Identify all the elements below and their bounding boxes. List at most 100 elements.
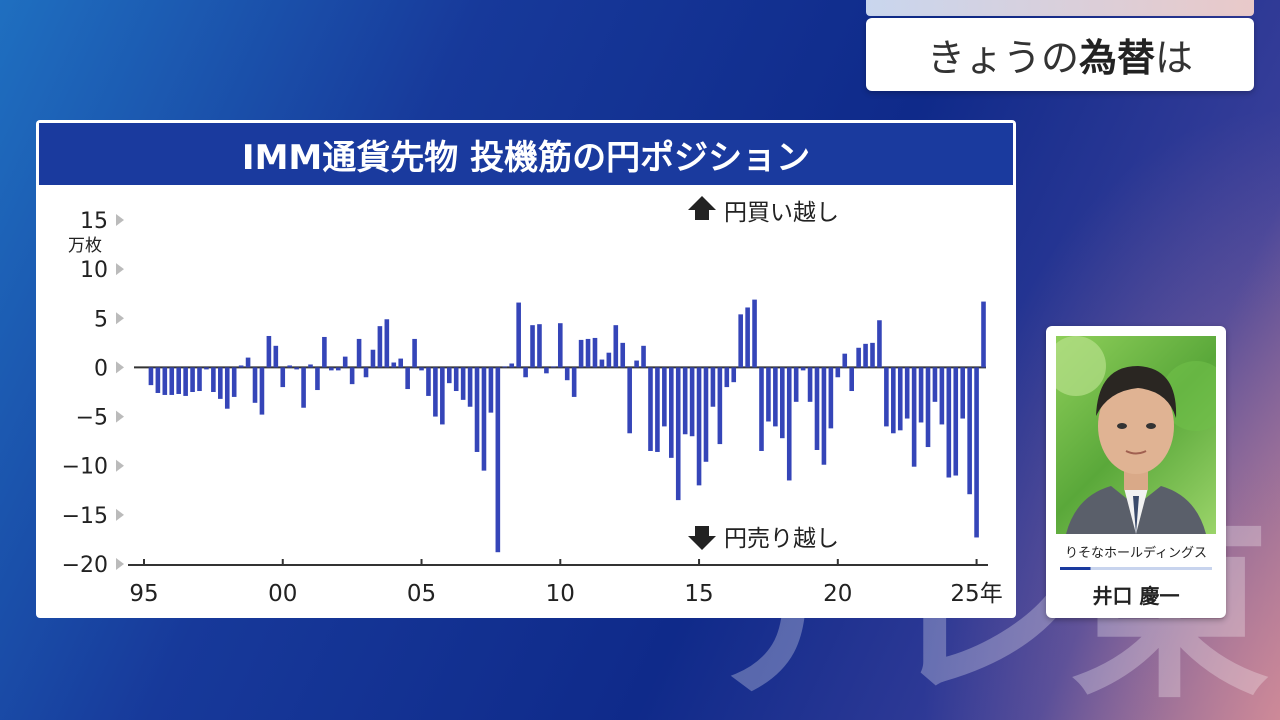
bar — [384, 319, 390, 368]
x-tick-label: 05 — [407, 581, 436, 607]
bar — [911, 367, 917, 467]
person-portrait-icon — [1056, 336, 1216, 534]
bar — [717, 367, 723, 445]
topic-accent-bar — [866, 0, 1254, 16]
bar — [675, 367, 681, 501]
bar — [807, 367, 813, 402]
bar — [696, 367, 702, 486]
bar — [356, 338, 362, 368]
commentator-name: 井口 慶一 — [1092, 584, 1180, 608]
bar — [530, 325, 535, 368]
bar — [682, 367, 688, 435]
bar — [509, 363, 515, 368]
bar — [689, 367, 695, 437]
bar — [460, 367, 466, 400]
y-axis-unit: 万枚 — [68, 236, 102, 256]
bar — [301, 367, 306, 408]
chart-title: IMM通貨先物 投機筋の円ポジション — [39, 123, 1013, 185]
bar — [918, 367, 924, 423]
bar — [446, 367, 452, 384]
y-tick-marker — [116, 263, 124, 276]
bar — [481, 367, 487, 471]
bar — [162, 367, 168, 395]
bar — [169, 367, 175, 395]
bar — [620, 342, 626, 368]
bar — [766, 367, 771, 422]
bar — [266, 335, 272, 368]
bar — [370, 349, 376, 368]
y-tick-label: −5 — [76, 406, 108, 431]
bar — [412, 338, 417, 368]
bar — [793, 367, 799, 402]
bar — [800, 367, 806, 371]
bar — [516, 302, 521, 368]
bar — [183, 367, 188, 396]
commentator-card: りそなホールディングス 井口 慶一 — [1046, 326, 1226, 618]
y-tick-marker — [116, 410, 124, 423]
bar — [564, 367, 570, 381]
bar — [329, 367, 334, 371]
bar — [238, 365, 244, 368]
bar — [891, 367, 896, 434]
bar — [585, 338, 591, 368]
bar — [821, 367, 827, 465]
bar — [773, 367, 778, 427]
bar — [731, 367, 737, 383]
bar — [884, 367, 889, 427]
bar — [738, 314, 743, 368]
x-tick-label: 10 — [546, 581, 575, 607]
bar — [780, 367, 785, 439]
bar — [419, 367, 424, 371]
bar — [245, 357, 251, 368]
topic-caption: きょうの 為替 は — [866, 18, 1254, 91]
bar — [655, 367, 660, 452]
commentator-photo — [1056, 336, 1216, 534]
bar — [856, 347, 861, 368]
bar — [523, 367, 528, 378]
bar — [537, 324, 542, 368]
bar — [745, 307, 750, 368]
bar — [897, 367, 903, 431]
bar — [599, 359, 605, 368]
bar — [294, 367, 299, 370]
bar — [578, 339, 584, 368]
bar — [669, 367, 674, 458]
bar — [592, 337, 598, 368]
bar — [259, 367, 265, 415]
bar — [981, 301, 986, 368]
bar — [252, 367, 258, 403]
annotation-yen-buy: 円買い越し — [724, 200, 839, 226]
bar — [335, 367, 341, 371]
bar — [641, 345, 646, 368]
x-tick-label: 20 — [823, 581, 852, 607]
bar — [231, 367, 237, 397]
y-tick-label: 15 — [80, 209, 108, 234]
y-tick-marker — [116, 312, 124, 325]
bar — [287, 365, 292, 368]
annotation-yen-sell: 円売り越し — [724, 526, 839, 552]
bar — [197, 367, 202, 392]
x-tick-label: 25年 — [950, 581, 1002, 607]
y-tick-label: −15 — [62, 504, 108, 529]
y-tick-label: 5 — [94, 307, 108, 332]
y-tick-label: 10 — [80, 258, 108, 283]
bar — [571, 367, 577, 397]
bar — [308, 364, 313, 368]
bar — [842, 353, 848, 368]
topic-prefix: きょうの — [926, 36, 1079, 80]
bar — [870, 342, 875, 368]
bar — [863, 343, 868, 368]
bar — [634, 360, 639, 368]
x-tick-label: 15 — [684, 581, 713, 607]
bar — [190, 367, 195, 392]
company-underline — [1060, 567, 1212, 570]
bar — [828, 367, 834, 429]
bar — [974, 367, 979, 538]
bar — [904, 367, 910, 419]
bar — [648, 367, 653, 451]
y-tick-marker — [116, 558, 124, 570]
bar — [544, 367, 549, 374]
bar — [495, 367, 501, 553]
bar — [218, 367, 223, 399]
bar — [474, 367, 480, 452]
